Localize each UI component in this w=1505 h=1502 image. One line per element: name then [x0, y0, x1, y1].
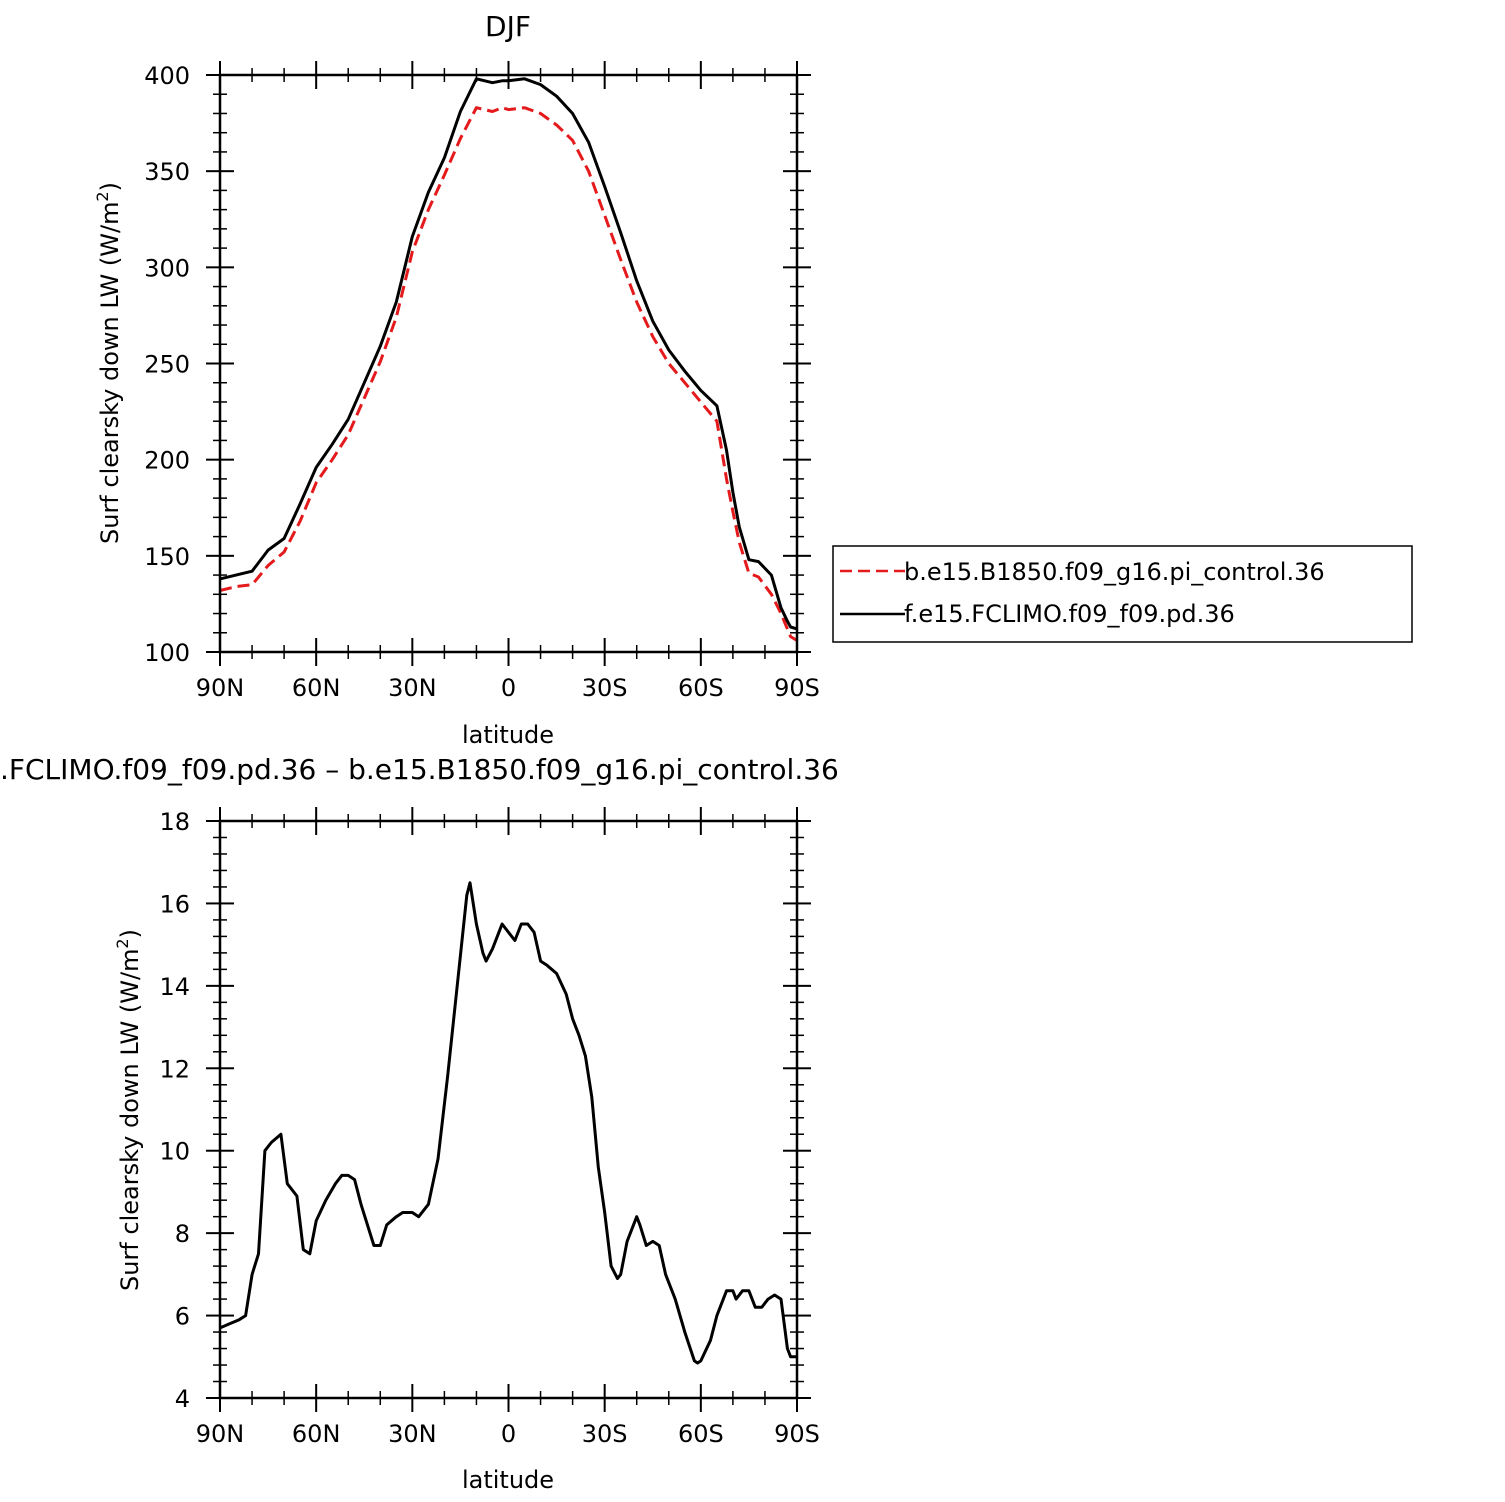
top-x-tick-label: 90S	[774, 674, 820, 702]
top-y-tick-label: 350	[144, 158, 190, 186]
bottom-plot-series	[219, 881, 797, 1365]
top-series-line-2	[219, 77, 798, 631]
top-y-tick-label: 250	[144, 351, 190, 379]
bottom-x-axis-title: latitude	[462, 1466, 554, 1494]
bottom-x-tick-label: 90S	[774, 1420, 820, 1448]
bottom-x-tick-label: 30S	[582, 1420, 628, 1448]
top-y-axis-title-sup: 2	[93, 191, 112, 201]
top-y-tick-label: 200	[144, 447, 190, 475]
top-y-axis-title-main: Surf clearsky down LW (W/m	[96, 202, 124, 544]
top-x-tick-labels: 90N 60N 30N 0 30S 60S 90S	[196, 674, 820, 702]
bottom-y-tick-labels: 4 6 8 10 12 14 16 18	[159, 808, 190, 1413]
top-x-tick-label: 60S	[678, 674, 724, 702]
top-x-axis-title: latitude	[462, 721, 554, 749]
bottom-plot-title: .FCLIMO.f09_f09.pd.36 – b.e15.B1850.f09_…	[0, 753, 839, 786]
top-x-tick-label: 90N	[196, 674, 245, 702]
top-series-line-1	[219, 106, 798, 642]
top-plot-frame	[218, 73, 799, 654]
bottom-y-tick-label: 16	[159, 890, 190, 918]
bottom-plot: .FCLIMO.f09_f09.pd.36 – b.e15.B1850.f09_…	[0, 753, 839, 1494]
bottom-plot-frame	[218, 819, 799, 1400]
bottom-x-tick-label: 90N	[196, 1420, 245, 1448]
bottom-x-tick-label: 60S	[678, 1420, 724, 1448]
bottom-y-axis-title-sup: 2	[113, 938, 132, 948]
legend-label-series-1: b.e15.B1850.f09_g16.pi_control.36	[904, 558, 1325, 586]
bottom-y-axis-title-tail: )	[116, 929, 144, 938]
legend: b.e15.B1850.f09_g16.pi_control.36 f.e15.…	[832, 545, 1413, 643]
bottom-y-tick-label: 4	[175, 1385, 190, 1413]
legend-label-series-2: f.e15.FCLIMO.f09_f09.pd.36	[904, 600, 1235, 628]
top-x-tick-label: 30S	[582, 674, 628, 702]
bottom-y-tick-label: 14	[159, 973, 190, 1001]
top-y-tick-label: 100	[144, 639, 190, 667]
top-x-tick-label: 30N	[388, 674, 437, 702]
top-plot-ticks	[206, 61, 811, 666]
top-y-axis-title-tail: )	[96, 182, 124, 191]
top-y-tick-label: 400	[144, 62, 190, 90]
bottom-x-tick-label: 0	[501, 1420, 516, 1448]
top-y-axis-title: Surf clearsky down LW (W/m2)	[93, 182, 124, 544]
bottom-y-tick-label: 18	[159, 808, 190, 836]
top-plot-series	[219, 77, 798, 642]
bottom-y-axis-title-main: Surf clearsky down LW (W/m	[116, 949, 144, 1291]
bottom-x-tick-labels: 90N 60N 30N 0 30S 60S 90S	[196, 1420, 820, 1448]
bottom-y-tick-label: 10	[159, 1138, 190, 1166]
top-y-tick-label: 300	[144, 254, 190, 282]
top-y-tick-label: 150	[144, 543, 190, 571]
bottom-x-tick-label: 60N	[292, 1420, 341, 1448]
bottom-plot-ticks	[206, 807, 811, 1412]
top-x-tick-label: 60N	[292, 674, 341, 702]
bottom-y-tick-label: 6	[175, 1303, 190, 1331]
top-plot-title: DJF	[485, 10, 531, 43]
bottom-y-axis-title: Surf clearsky down LW (W/m2)	[113, 929, 144, 1291]
bottom-x-tick-label: 30N	[388, 1420, 437, 1448]
top-plot: DJF 90N 60N 30N 0 30S 60S 90S 100 150 200 250 300 3…	[93, 10, 820, 749]
legend-box	[832, 545, 1413, 643]
bottom-y-tick-label: 12	[159, 1055, 190, 1083]
bottom-series-line-1	[219, 881, 797, 1365]
bottom-y-tick-label: 8	[175, 1220, 190, 1248]
top-x-tick-label: 0	[501, 674, 516, 702]
top-y-tick-labels: 100 150 200 250 300 350 400	[144, 62, 190, 667]
